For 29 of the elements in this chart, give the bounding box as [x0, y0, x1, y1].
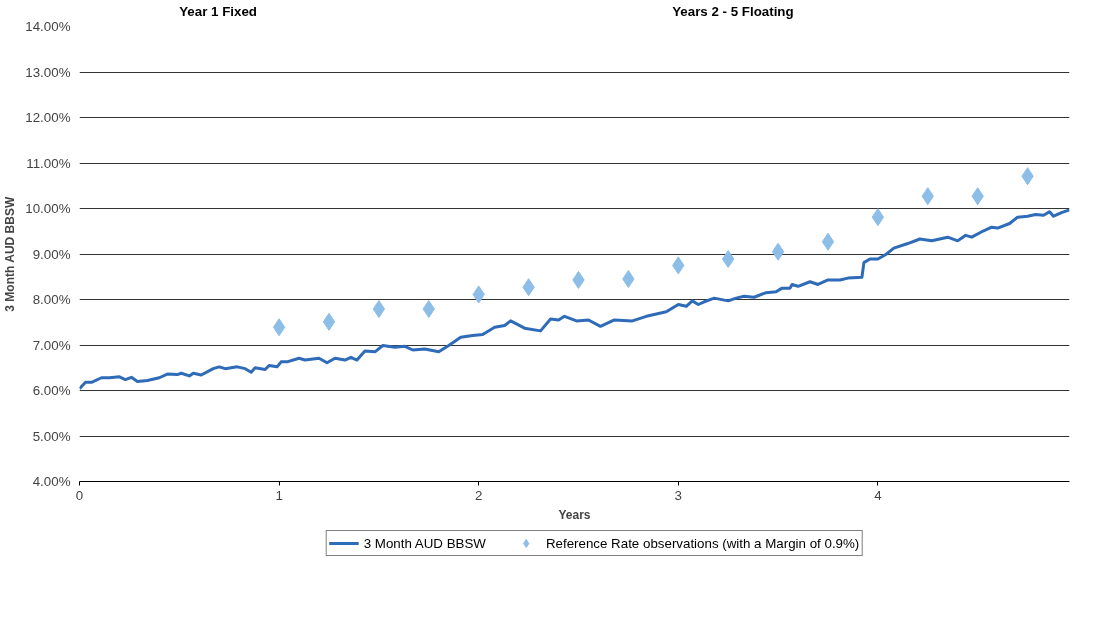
y-tick-label: 14.00% [25, 19, 71, 34]
legend-label: Reference Rate observations (with a Margin of 0.9%) [545, 535, 860, 551]
y-tick-label: 7.00% [32, 337, 71, 353]
y-tick-label: 10.00% [25, 201, 71, 216]
x-tick-label: 3 [674, 487, 683, 503]
y-tick-label: 5.00% [32, 428, 71, 444]
y-tick-label: 11.00% [26, 155, 71, 171]
y-tick-label: 6.00% [32, 383, 71, 398]
x-tick-label: 0 [75, 487, 84, 503]
x-tick-label: 4 [874, 487, 883, 503]
point [272, 318, 286, 337]
y-axis-title: 3 Month AUD BBSW [3, 196, 18, 312]
y-tick-label: 8.00% [32, 292, 71, 307]
x-tick-label: 1 [275, 487, 283, 503]
point [771, 242, 785, 261]
y-tick-label: 4.00% [32, 474, 71, 489]
text: Years 2 - 5 Floating [672, 3, 794, 19]
y-tick-label: 9.00% [32, 246, 71, 262]
legend-label: 3 Month AUD BBSW [363, 535, 486, 551]
x-axis-title: Years [558, 507, 591, 522]
point [322, 312, 336, 331]
text: Year 1 Fixed [179, 3, 257, 19]
line-series [79, 208, 1070, 391]
point [821, 232, 835, 251]
x-tick-label: 2 [474, 487, 483, 503]
y-tick-label: 12.00% [25, 110, 71, 125]
point [372, 300, 386, 319]
point [871, 208, 885, 227]
y-tick-label: 13.00% [25, 64, 71, 80]
